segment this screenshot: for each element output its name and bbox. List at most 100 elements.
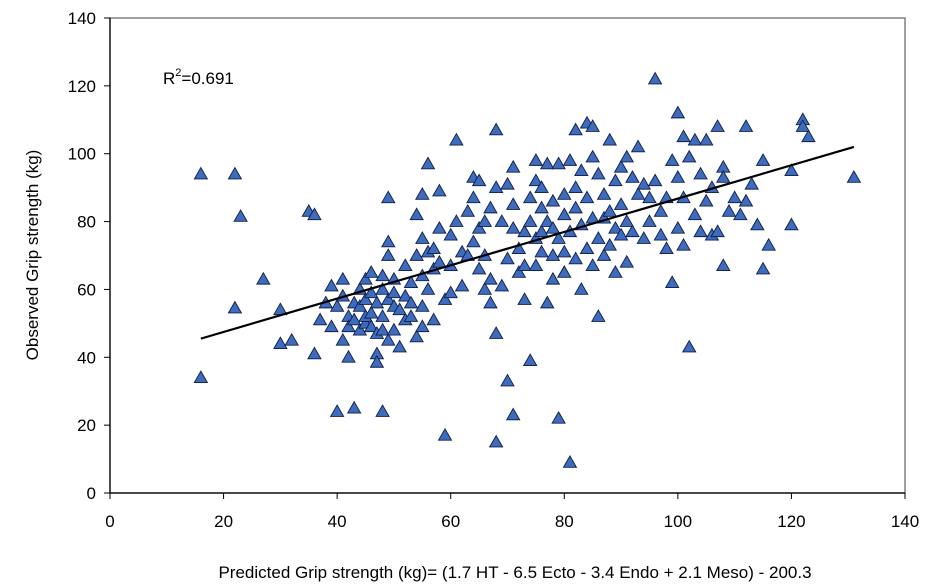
data-point-marker	[670, 220, 686, 234]
data-point-marker	[403, 309, 419, 322]
data-point-marker	[608, 173, 623, 187]
data-point-marker	[761, 237, 776, 251]
data-point-marker	[755, 153, 771, 166]
data-point-marker	[517, 292, 532, 305]
x-tick-label: 80	[555, 512, 574, 531]
data-point-marker	[784, 217, 799, 231]
data-point-marker	[727, 190, 742, 204]
y-tick-label: 40	[77, 348, 96, 367]
data-point-marker	[346, 312, 362, 326]
data-point-marker	[670, 170, 686, 183]
data-point-marker	[392, 339, 407, 353]
data-point-marker	[585, 119, 600, 132]
data-point-marker	[369, 354, 385, 368]
data-point-marker	[681, 339, 697, 353]
data-point-marker	[846, 170, 862, 183]
data-point-marker	[721, 203, 737, 217]
r-squared-annotation: R2=0.691	[163, 67, 234, 88]
data-point-marker	[415, 187, 430, 200]
data-point-marker	[676, 237, 691, 251]
data-point-marker	[500, 251, 515, 265]
data-point-marker	[415, 319, 430, 333]
data-point-marker	[602, 132, 617, 146]
data-point-marker	[619, 214, 635, 227]
data-point-marker	[801, 129, 816, 143]
data-point-marker	[716, 258, 731, 272]
data-point-marker	[398, 258, 413, 272]
data-point-marker	[636, 176, 652, 190]
data-point-marker	[363, 265, 379, 278]
data-point-marker	[415, 298, 430, 312]
data-point-marker	[312, 312, 328, 326]
data-point-marker	[341, 349, 356, 363]
data-point-marker	[613, 197, 629, 210]
data-point-marker	[375, 309, 390, 322]
data-point-marker	[585, 258, 600, 272]
data-point-marker	[710, 119, 725, 132]
data-point-marker	[642, 190, 657, 204]
data-point-marker	[579, 241, 595, 255]
data-point-marker	[341, 319, 356, 333]
data-point-marker	[432, 183, 447, 197]
data-point-marker	[557, 244, 572, 258]
data-point-marker	[676, 129, 691, 143]
data-point-marker	[738, 119, 754, 132]
data-point-marker	[386, 285, 402, 299]
data-point-marker	[500, 176, 515, 190]
data-point-marker	[562, 153, 578, 166]
data-point-marker	[557, 187, 572, 200]
data-point-marker	[477, 214, 493, 227]
data-point-marker	[522, 214, 538, 227]
data-point-marker	[698, 132, 714, 146]
data-point-marker	[227, 166, 243, 180]
data-point-marker	[466, 234, 481, 248]
data-point-marker	[375, 404, 390, 417]
data-point-marker	[363, 319, 379, 333]
data-point-marker	[494, 214, 510, 227]
data-point-marker	[352, 298, 368, 312]
data-point-marker	[380, 190, 396, 204]
data-point-marker	[307, 207, 322, 221]
data-point-marker	[386, 322, 402, 336]
data-point-marker	[755, 261, 771, 275]
data-point-marker	[568, 200, 583, 214]
data-point-marker	[591, 231, 606, 244]
data-point-marker	[602, 203, 617, 217]
data-point-marker	[466, 190, 481, 204]
y-tick-label: 60	[77, 280, 96, 299]
data-point-marker	[545, 193, 561, 207]
data-point-marker	[596, 187, 612, 200]
data-point-marker	[574, 163, 589, 177]
data-point-marker	[681, 149, 697, 163]
data-point-marker	[653, 203, 669, 217]
data-point-marker	[562, 455, 578, 468]
data-point-marker	[613, 159, 629, 173]
data-point-marker	[744, 176, 759, 190]
data-point-marker	[608, 265, 623, 278]
data-point-marker	[415, 231, 430, 244]
data-point-marker	[477, 282, 493, 295]
data-point-marker	[483, 200, 498, 214]
data-point-marker	[358, 271, 373, 285]
data-point-marker	[591, 309, 606, 322]
data-point-marker	[693, 166, 708, 180]
data-point-marker	[329, 404, 345, 417]
data-point-marker	[625, 224, 640, 238]
data-point-marker	[664, 153, 680, 166]
data-point-marker	[574, 282, 589, 295]
data-point-marker	[568, 251, 583, 265]
x-tick-label: 40	[328, 512, 347, 531]
data-point-marker	[443, 227, 458, 241]
x-tick-label: 0	[105, 512, 114, 531]
data-point-marker	[409, 207, 424, 221]
data-point-marker	[409, 329, 424, 343]
x-axis-title: Predicted Grip strength (kg)= (1.7 HT - …	[218, 563, 811, 582]
data-point-marker	[534, 224, 549, 238]
data-point-marker	[534, 200, 549, 214]
data-points	[193, 71, 862, 468]
data-point-marker	[471, 220, 487, 234]
data-point-marker	[630, 139, 646, 153]
data-point-marker	[539, 156, 555, 170]
data-point-marker	[528, 258, 544, 272]
data-point-marker	[698, 193, 714, 207]
